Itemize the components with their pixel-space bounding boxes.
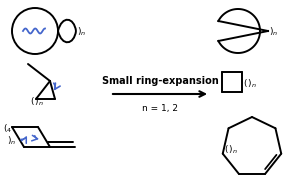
Text: n = 1, 2: n = 1, 2 [142,104,178,113]
Text: $)_n$: $)_n$ [77,26,86,38]
Text: Small ring-expansion: Small ring-expansion [102,76,218,86]
Text: $(_{4}$: $(_{4}$ [3,123,12,135]
Text: $(_{\,})_n$: $(_{\,})_n$ [224,144,238,156]
Text: $(_{\,})_n$: $(_{\,})_n$ [243,78,257,90]
Text: $)_n$: $)_n$ [269,26,278,38]
Text: $(_{\,})_n$: $(_{\,})_n$ [30,96,44,108]
Text: $)_n$: $)_n$ [7,135,16,147]
